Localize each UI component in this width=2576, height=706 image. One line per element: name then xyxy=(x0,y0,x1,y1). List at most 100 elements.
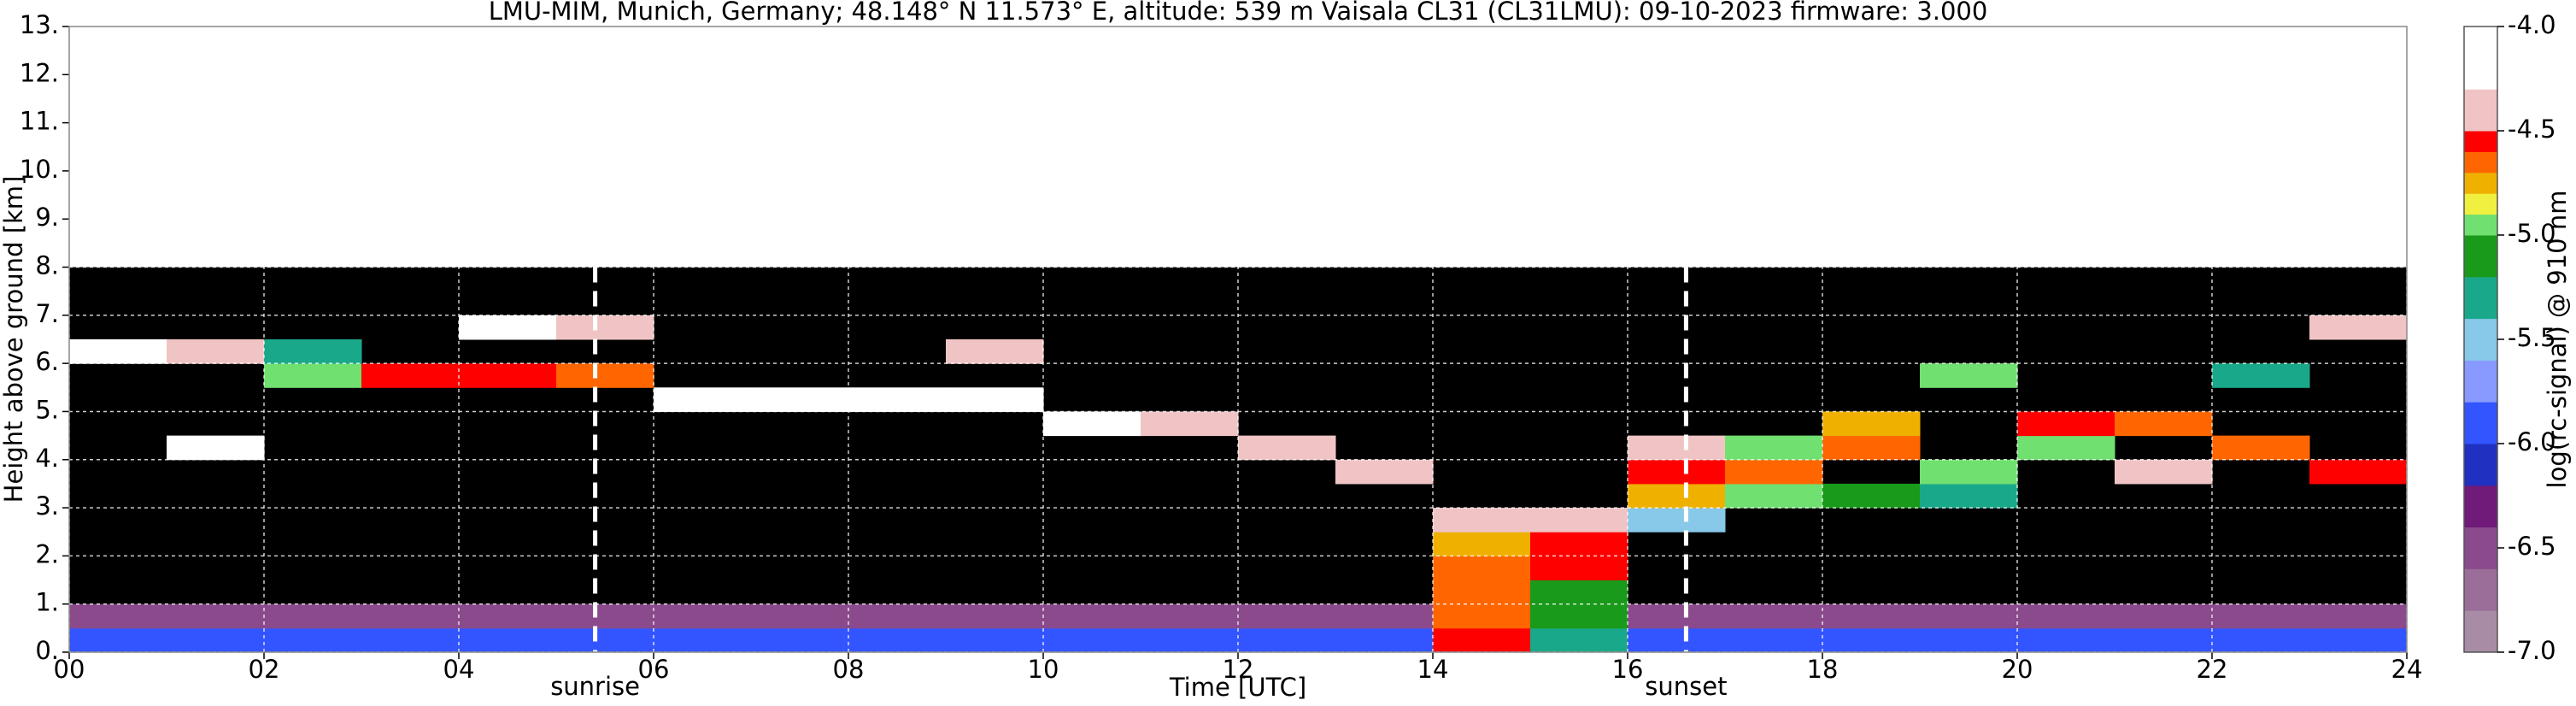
y-tick-label: 9. xyxy=(35,203,59,232)
x-tick-label: 18 xyxy=(1807,655,1839,684)
x-tick-label: 02 xyxy=(249,655,280,684)
colorbar-tick-label: -4.0 xyxy=(2508,10,2556,39)
heatmap-cell xyxy=(1043,603,1141,629)
heatmap-cell xyxy=(1433,627,1531,653)
heatmap-cell xyxy=(2309,603,2408,629)
x-tick-label: 14 xyxy=(1417,655,1449,684)
heatmap-cell xyxy=(1433,580,1531,605)
x-tick-label: 10 xyxy=(1028,655,1059,684)
heatmap-cell xyxy=(1433,603,1531,629)
heatmap-cell xyxy=(1335,459,1434,485)
y-tick-label: 7. xyxy=(35,299,59,328)
heatmap-cell xyxy=(1530,580,1628,605)
heatmap-cell xyxy=(69,339,167,364)
heatmap-cell xyxy=(1725,435,1823,461)
colorbar-band xyxy=(2464,444,2497,486)
y-tick-label: 2. xyxy=(35,539,59,568)
colorbar-band xyxy=(2464,360,2497,403)
y-tick-label: 3. xyxy=(35,491,59,521)
heatmap-cell xyxy=(751,627,849,653)
heatmap-cell xyxy=(2017,411,2115,437)
heatmap-cell xyxy=(1725,459,1823,485)
x-axis-label: Time [UTC] xyxy=(1169,673,1306,702)
heatmap-cell xyxy=(1141,411,1239,437)
colorbar-band xyxy=(2464,402,2497,444)
heatmap-cell xyxy=(264,363,362,388)
heatmap-cell xyxy=(2017,435,2115,461)
heatmap-cell xyxy=(1530,532,1628,556)
heatmap-cell xyxy=(361,363,460,388)
heatmap-cell xyxy=(654,627,752,653)
heatmap-cell xyxy=(556,363,654,388)
heatmap-cell xyxy=(1530,508,1628,532)
y-tick-label: 0. xyxy=(35,636,59,665)
y-tick-label: 1. xyxy=(35,588,59,617)
heatmap-cell xyxy=(1822,627,1921,653)
heatmap-cell xyxy=(264,603,362,629)
heatmap-cell xyxy=(556,627,654,653)
chart-title: LMU-MIM, Munich, Germany; 48.148° N 11.5… xyxy=(489,0,1988,26)
heatmap-cell xyxy=(167,435,265,461)
heatmap-cell xyxy=(654,387,752,412)
heatmap-cell xyxy=(2115,603,2213,629)
heatmap-cell xyxy=(1238,435,1336,461)
colorbar-band xyxy=(2464,235,2497,278)
annotation-label: sunrise xyxy=(550,672,640,701)
heatmap-cell xyxy=(1530,627,1628,653)
heatmap-cell xyxy=(361,603,460,629)
colorbar-tick-label: -6.0 xyxy=(2508,427,2556,456)
colorbar-band xyxy=(2464,318,2497,361)
colorbar-band xyxy=(2464,193,2497,215)
heatmap-cell xyxy=(1725,603,1823,629)
heatmap-cell xyxy=(1628,627,1726,653)
heatmap-cell xyxy=(2309,627,2408,653)
heatmap-cell xyxy=(167,339,265,364)
heatmap-cell xyxy=(2309,315,2408,340)
heatmap-cell xyxy=(1238,603,1336,629)
colorbar-tick-label: -7.0 xyxy=(2508,636,2556,665)
colorbar-band xyxy=(2464,568,2497,611)
colorbar-band xyxy=(2464,485,2497,528)
heatmap-cell xyxy=(167,603,265,629)
y-tick-label: 4. xyxy=(35,444,59,473)
heatmap-cell xyxy=(1628,603,1726,629)
heatmap-cell xyxy=(69,627,167,653)
heatmap-cell xyxy=(459,603,557,629)
heatmap-cell xyxy=(1920,603,2018,629)
heatmap-cell xyxy=(1822,603,1921,629)
heatmap-cell xyxy=(1335,603,1434,629)
colorbar-label: log(rc-signal) @ 910 nm xyxy=(2543,191,2572,489)
colorbar-band xyxy=(2464,610,2497,653)
x-tick-label: 22 xyxy=(2197,655,2228,684)
heatmap-cell xyxy=(2115,627,2213,653)
x-tick-label: 16 xyxy=(1612,655,1644,684)
colorbar-band xyxy=(2464,172,2497,194)
heatmap-cell xyxy=(2212,363,2310,388)
annotation-label: sunset xyxy=(1645,672,1727,701)
heatmap-cell xyxy=(946,603,1044,629)
y-axis-label: Height above ground [km] xyxy=(0,176,28,503)
heatmap-cell xyxy=(2212,603,2310,629)
heatmap-cell xyxy=(1141,603,1239,629)
x-tick-label: 00 xyxy=(54,655,85,684)
heatmap-cell xyxy=(1822,411,1921,437)
heatmap-cell xyxy=(848,627,947,653)
colorbar-band xyxy=(2464,131,2497,152)
colorbar-tick-label: -6.5 xyxy=(2508,532,2556,561)
heatmap-cell xyxy=(1238,627,1336,653)
y-tick-label: 11. xyxy=(20,107,59,136)
heatmap-cell xyxy=(2115,411,2213,437)
colorbar-band xyxy=(2464,89,2497,132)
heatmap-cell xyxy=(751,387,849,412)
heatmap-cell xyxy=(167,627,265,653)
plot-frame xyxy=(68,26,2408,653)
heatmap-cell xyxy=(1920,483,2018,509)
colorbar-band xyxy=(2464,276,2497,320)
heatmap-cell xyxy=(1141,627,1239,653)
y-tick-label: 12. xyxy=(20,58,59,87)
heatmap-cell xyxy=(1335,627,1434,653)
heatmap-cell xyxy=(2212,435,2310,461)
heatmap-cell xyxy=(2309,459,2408,485)
heatmap-cell xyxy=(946,387,1044,412)
colorbar-tick-label: -5.5 xyxy=(2508,323,2556,352)
